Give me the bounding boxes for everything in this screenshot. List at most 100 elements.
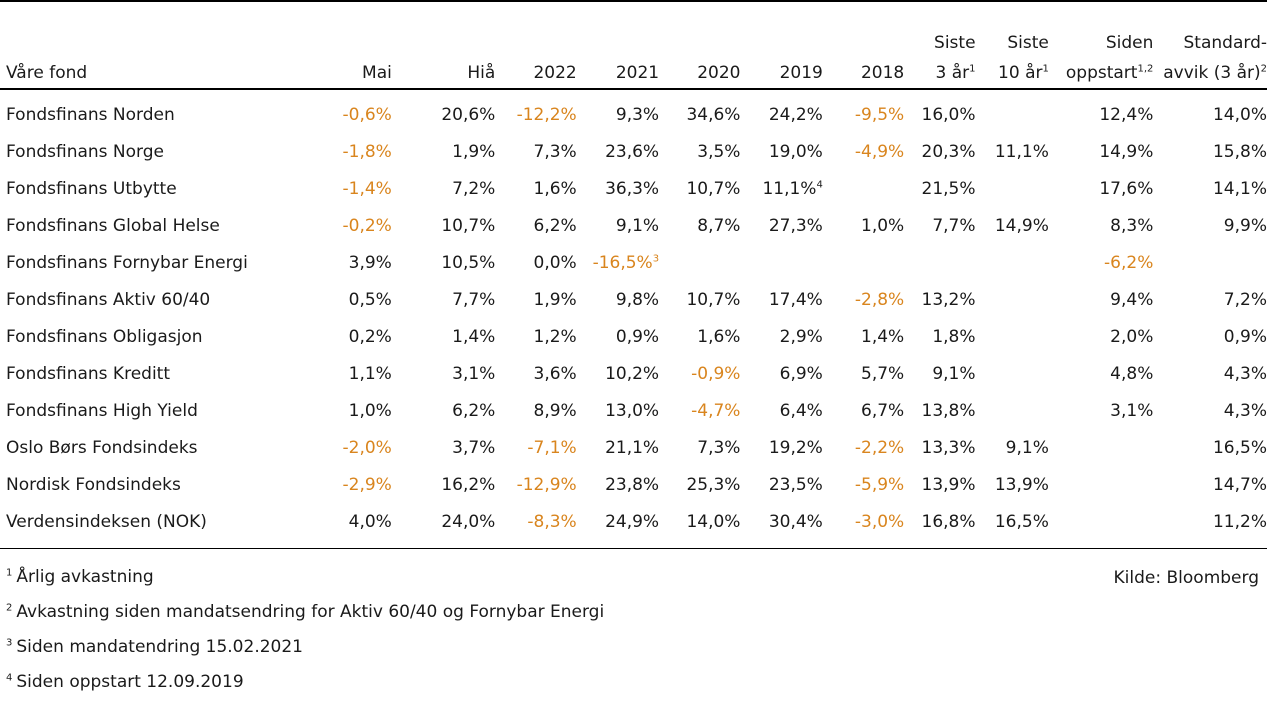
return-value: 9,8%: [615, 290, 660, 310]
return-cell: 24,9%: [577, 512, 659, 549]
column-header: 2019: [740, 28, 823, 90]
return-value: -12,9%: [516, 475, 577, 495]
fund-name: Fondsfinans Norge: [6, 142, 164, 162]
return-value: 1,6%: [697, 327, 741, 347]
return-value: 17,4%: [768, 290, 823, 310]
return-cell: [976, 253, 1049, 290]
return-value: 9,1%: [1005, 438, 1049, 458]
return-cell: 3,9%: [261, 253, 392, 290]
return-cell: 1,4%: [392, 327, 495, 364]
return-value: 20,3%: [921, 142, 976, 162]
return-value: 0,5%: [348, 290, 392, 310]
return-cell: -7,1%: [495, 438, 576, 475]
column-header: 2021: [577, 28, 659, 90]
column-header-sublabel: 10 år: [998, 63, 1043, 83]
return-value: 8,9%: [533, 401, 577, 421]
column-header-label: Våre fond: [6, 63, 88, 83]
return-cell: -8,3%: [495, 512, 576, 549]
return-value: -8,3%: [527, 512, 577, 532]
return-cell: [1153, 253, 1267, 290]
return-cell: 20,6%: [392, 90, 495, 142]
return-cell: 2,9%: [740, 327, 823, 364]
footnote-text: Siden oppstart 12.09.2019: [16, 672, 244, 692]
return-value: 9,9%: [1223, 216, 1267, 236]
return-cell: 8,3%: [1049, 216, 1153, 253]
column-header: 2018: [823, 28, 904, 90]
return-value: 34,6%: [686, 105, 741, 125]
return-cell: 30,4%: [740, 512, 823, 549]
return-value: 9,4%: [1110, 290, 1154, 310]
return-cell: 2,0%: [1049, 327, 1153, 364]
footnote: 1 Årlig avkastning: [6, 566, 604, 601]
return-value: 13,9%: [921, 475, 976, 495]
return-value: 0,0%: [533, 253, 577, 273]
table-row: Fondsfinans Obligasjon 0,2% 1,4% 1,2% 0,9% 1,…: [0, 327, 1267, 364]
return-value: -16,5%: [592, 253, 653, 273]
table-row: Fondsfinans Norden -0,6% 20,6% -12,2% 9,3% 34…: [0, 90, 1267, 142]
footnote-number: 2: [6, 602, 13, 614]
fund-name: Fondsfinans Utbytte: [6, 179, 177, 199]
return-cell: 4,3%: [1153, 364, 1267, 401]
return-value: 11,1%: [994, 142, 1049, 162]
return-value: 24,9%: [605, 512, 660, 532]
return-value: 9,3%: [615, 105, 660, 125]
footnote-ref: 4: [816, 179, 823, 191]
return-value: -0,6%: [342, 105, 392, 125]
return-value: 11,2%: [1212, 512, 1267, 532]
return-cell: 6,2%: [495, 216, 577, 253]
return-cell: 6,2%: [392, 401, 495, 438]
return-value: 1,0%: [348, 401, 392, 421]
footnote-text: Avkastning siden mandatsendring for Akti…: [16, 602, 605, 622]
return-value: 3,1%: [452, 364, 496, 384]
return-cell: [976, 401, 1049, 438]
return-value: 3,1%: [1110, 401, 1154, 421]
return-cell: 14,0%: [1153, 90, 1267, 142]
return-value: -2,9%: [342, 475, 392, 495]
return-cell: 9,9%: [1153, 216, 1267, 253]
return-cell: -0,6%: [261, 90, 392, 142]
return-cell: 7,2%: [1153, 290, 1267, 327]
return-value: -6,2%: [1104, 253, 1154, 273]
return-value: 6,4%: [779, 401, 823, 421]
footnote: 2 Avkastning siden mandatsendring for Akt…: [6, 601, 604, 636]
return-cell: 24,2%: [740, 90, 823, 142]
return-cell: 16,5%: [976, 512, 1049, 549]
return-value: -1,8%: [342, 142, 392, 162]
return-value: 3,7%: [452, 438, 496, 458]
return-cell: 4,3%: [1153, 401, 1267, 438]
table-row: Nordisk Fondsindeks -2,9% 16,2% -12,9% 23,8%…: [0, 475, 1267, 512]
return-value: 1,1%: [348, 364, 392, 384]
return-cell: 21,1%: [577, 438, 659, 475]
return-cell: 6,9%: [740, 364, 823, 401]
return-cell: -12,2%: [495, 90, 577, 142]
return-cell: 24,0%: [392, 512, 495, 549]
return-cell: 7,3%: [659, 438, 740, 475]
column-header-label: 2018: [860, 63, 905, 83]
return-value: -9,5%: [854, 105, 905, 125]
fund-returns-table: Våre fond Mai Hiå 2022 2021 2020 2019 2018 Siste…: [0, 28, 1267, 549]
return-cell: [1049, 438, 1153, 475]
return-value: 16,5%: [1212, 438, 1267, 458]
return-cell: 3,1%: [392, 364, 495, 401]
return-value: 23,5%: [768, 475, 823, 495]
table-row: Fondsfinans Global Helse -0,2% 10,7% 6,2% 9,…: [0, 216, 1267, 253]
column-header-label: Siste: [934, 33, 976, 53]
return-cell: 0,0%: [495, 253, 577, 290]
fund-name: Fondsfinans Global Helse: [6, 216, 220, 236]
return-value: 14,9%: [994, 216, 1049, 236]
fund-name: Fondsfinans Aktiv 60/40: [6, 290, 211, 310]
footnote-ref: 2: [1260, 63, 1267, 75]
return-cell: 8,7%: [659, 216, 740, 253]
return-cell: -3,0%: [823, 512, 904, 549]
return-cell: 17,6%: [1049, 179, 1153, 216]
return-cell: 1,4%: [823, 327, 904, 364]
return-cell: 12,4%: [1049, 90, 1153, 142]
return-cell: -4,9%: [823, 142, 904, 179]
return-cell: 1,0%: [261, 401, 392, 438]
table-row: Fondsfinans Utbytte -1,4% 7,2% 1,6% 36,3% 10,…: [0, 179, 1267, 216]
return-value: 0,9%: [615, 327, 660, 347]
return-value: 7,3%: [533, 142, 577, 162]
return-value: 1,6%: [533, 179, 577, 199]
return-cell: 7,7%: [904, 216, 975, 253]
column-header-label: 2022: [533, 63, 577, 83]
